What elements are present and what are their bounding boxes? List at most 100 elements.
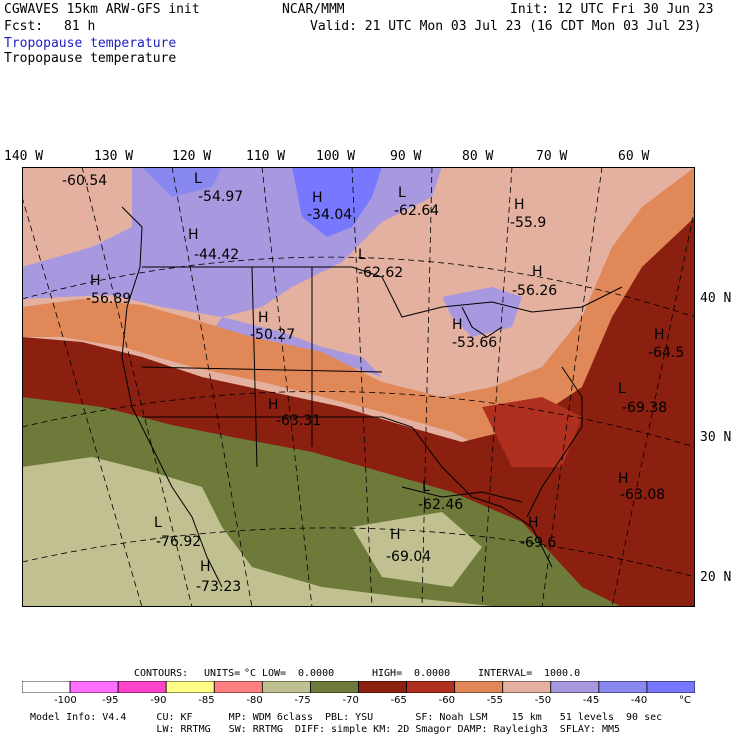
extremum-type: H — [528, 515, 539, 531]
legend-swatch — [598, 681, 648, 693]
field-band-minus40 — [292, 167, 382, 237]
legend-tick-label: -55 — [486, 695, 504, 706]
legend-swatch — [550, 681, 600, 693]
extremum-type: L — [358, 247, 366, 263]
legend-swatch — [213, 681, 263, 693]
lon-label-80w: 80 W — [462, 149, 494, 164]
legend-swatch — [310, 681, 359, 693]
extremum-type: H — [532, 264, 543, 280]
legend-swatch — [454, 681, 504, 693]
map-frame — [22, 167, 695, 607]
extremum-value: -56.26 — [512, 283, 557, 299]
extremum-value: -62.64 — [394, 203, 439, 219]
legend-tick-label: -80 — [246, 695, 263, 706]
legend-tick-label: -75 — [294, 695, 311, 706]
model-info-line-1: Model Info: V4.4 CU: KF MP: WDM 6class P… — [30, 712, 663, 723]
extremum-value: -60.54 — [62, 173, 107, 189]
extremum-value: -73.23 — [196, 579, 241, 595]
field-band-minus60 — [22, 167, 695, 607]
units-value: °C — [244, 668, 257, 679]
high-label: HIGH= — [372, 668, 403, 679]
extremum-value: -69.04 — [386, 549, 431, 565]
lat-label-30n: 30 N — [700, 430, 732, 445]
legend-tick-label: °C — [679, 695, 691, 706]
extremum-value: -69.38 — [622, 400, 667, 416]
init-time: Init: 12 UTC Fri 30 Jun 23 — [510, 2, 714, 17]
lon-label-120w: 120 W — [172, 149, 212, 164]
extremum-type: L — [194, 171, 202, 187]
forecast-label: Fcst: — [4, 19, 44, 34]
legend-swatch — [117, 681, 167, 693]
legend-tick-label: -40 — [630, 695, 648, 706]
extremum-type: H — [312, 190, 323, 206]
field-band-minus65-b — [482, 397, 582, 467]
extremum-type: L — [154, 515, 162, 531]
extremum-type: L — [398, 185, 406, 201]
lon-label-70w: 70 W — [536, 149, 568, 164]
extremum-type: L — [422, 479, 430, 495]
extremum-value: -54.97 — [198, 189, 243, 205]
field-band-minus75-b — [352, 512, 482, 587]
extremum-type: H — [618, 471, 629, 487]
legend-swatch — [406, 681, 456, 693]
legend-tick-label: -95 — [102, 695, 119, 706]
forecast-hour: 81 h — [64, 19, 96, 34]
legend-swatch — [165, 681, 215, 693]
color-legend — [22, 681, 695, 693]
extremum-value: -62.62 — [358, 265, 403, 281]
units-label: UNITS= — [204, 668, 241, 679]
legend-tick-label: -70 — [342, 695, 359, 706]
legend-swatch — [261, 681, 311, 693]
low-label: LOW= — [262, 668, 287, 679]
extremum-value: -55.9 — [510, 215, 546, 231]
lon-label-90w: 90 W — [390, 149, 422, 164]
extremum-value: -53.66 — [452, 335, 497, 351]
legend-swatch — [358, 681, 407, 693]
extremum-value: -44.42 — [194, 247, 239, 263]
extremum-value: -56.89 — [86, 291, 131, 307]
extremum-type: H — [452, 317, 463, 333]
lon-label-140w: 140 W — [4, 149, 44, 164]
extremum-type: H — [188, 227, 199, 243]
high-value: 0.0000 — [414, 668, 451, 679]
legend-swatch — [22, 681, 71, 693]
lat-label-20n: 20 N — [700, 570, 732, 585]
legend-swatch — [646, 681, 695, 693]
extremum-type: H — [200, 559, 211, 575]
field-band-minus45 — [142, 167, 222, 197]
model-info-line-2: LW: RRTMG SW: RRTMG DIFF: simple KM: 2D … — [30, 724, 621, 735]
field-band-minus50-c — [442, 287, 522, 337]
extremum-type: H — [268, 397, 279, 413]
extremum-value: -34.04 — [307, 207, 352, 223]
field-title-primary: Tropopause temperature — [4, 36, 177, 51]
interval-label: INTERVAL= — [478, 668, 533, 679]
contours-label: CONTOURS: — [134, 668, 189, 679]
extremum-type: H — [390, 527, 401, 543]
legend-ticks: -100 -95 -90 -85 -80 -75 -70 -65 -60 -55 -50 -45 -40… — [22, 695, 740, 707]
lon-label-100w: 100 W — [316, 149, 356, 164]
field-band-minus75 — [22, 457, 502, 607]
low-value: 0.0000 — [298, 668, 335, 679]
org-title: NCAR/MMM — [282, 2, 345, 17]
extremum-value: -76.92 — [156, 534, 201, 550]
lon-label-110w: 110 W — [246, 149, 286, 164]
extremum-type: H — [654, 327, 665, 343]
extremum-value: -69.6 — [520, 535, 556, 551]
extremum-value: -63.31 — [276, 413, 321, 429]
extremum-type: H — [90, 273, 101, 289]
field-band-minus65 — [22, 217, 695, 607]
legend-swatch — [502, 681, 552, 693]
legend-tick-label: -85 — [198, 695, 215, 706]
extremum-value: -62.46 — [418, 497, 463, 513]
model-title: CGWAVES 15km ARW-GFS init — [4, 2, 200, 17]
extremum-type: H — [258, 310, 269, 326]
lon-label-60w: 60 W — [618, 149, 650, 164]
extremum-value: -63.08 — [620, 487, 665, 503]
legend-tick-label: -60 — [438, 695, 455, 706]
legend-swatch — [69, 681, 119, 693]
valid-time: Valid: 21 UTC Mon 03 Jul 23 (16 CDT Mon … — [310, 19, 702, 34]
coastlines — [121, 206, 623, 588]
lat-label-40n: 40 N — [700, 291, 732, 306]
field-title-secondary: Tropopause temperature — [4, 51, 177, 66]
legend-tick-label: -90 — [150, 695, 167, 706]
